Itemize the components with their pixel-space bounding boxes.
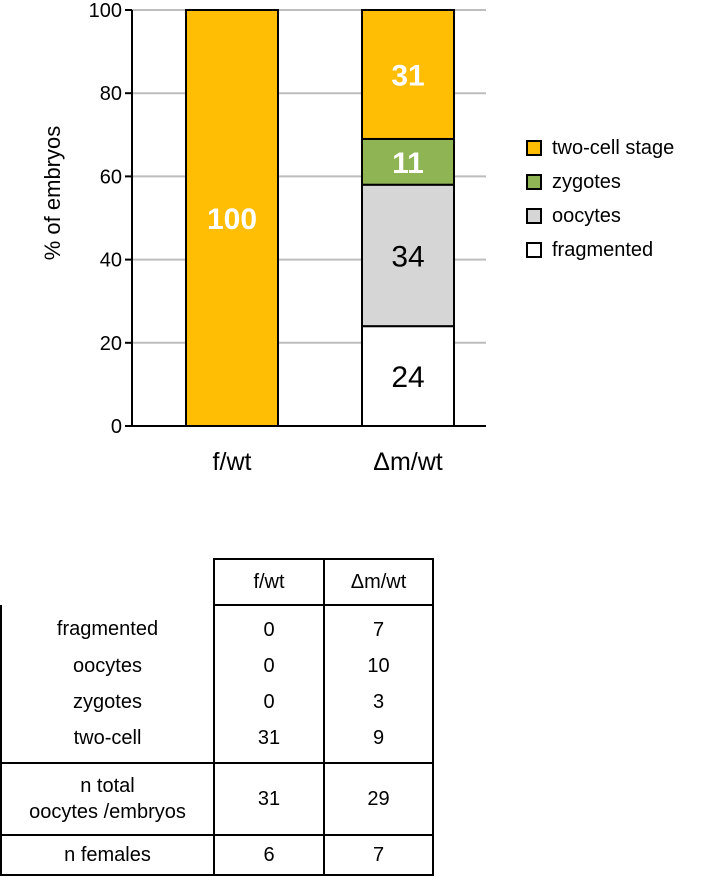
table-cell: 0 [213, 684, 325, 720]
table-cell: 6 [213, 835, 325, 876]
summary-table: f/wt Δm/wt fragmented 0 7 oocytes 0 10 z… [0, 558, 434, 876]
y-tick-label-100: 100 [89, 0, 122, 22]
bars: 100 24 34 11 31 [185, 9, 455, 427]
y-tick-label-20: 20 [100, 333, 122, 355]
legend-item-two-cell-stage: two-cell stage [526, 137, 708, 159]
data-label-f-wt-two-cell-stage: 100 [207, 203, 257, 236]
legend-swatch-oocytes [526, 208, 542, 224]
table-cell: 3 [323, 684, 434, 720]
legend-label-two-cell-stage: two-cell stage [552, 136, 675, 159]
chart-legend: two-cell stage zygotes oocytes fragmente… [526, 137, 708, 273]
table-row-zygotes: zygotes 0 3 [0, 684, 434, 720]
y-tick-label-60: 60 [100, 166, 122, 188]
table-cell: 31 [213, 720, 325, 764]
bar-segment-m-wt-oocytes [361, 183, 455, 328]
legend-swatch-two-cell-stage [526, 140, 542, 156]
x-tick-label-f-wt: f/wt [213, 448, 252, 476]
y-tick-label-0: 0 [111, 416, 122, 438]
table-cell: 7 [323, 605, 434, 648]
legend-item-zygotes: zygotes [526, 171, 708, 193]
legend-label-zygotes: zygotes [552, 170, 621, 193]
y-tick-label-40: 40 [100, 250, 122, 272]
summary-table-container: f/wt Δm/wt fragmented 0 7 oocytes 0 10 z… [0, 558, 434, 876]
table-row-label: n females [0, 835, 215, 876]
table-row-label: fragmented [0, 605, 215, 648]
table-row-females: n females 6 7 [0, 835, 434, 876]
legend-item-fragmented: fragmented [526, 239, 708, 261]
table-header-dmwt: Δm/wt [323, 558, 434, 606]
bar-segment-m-wt-two-cell-stage [361, 9, 455, 140]
table-cell: 31 [213, 763, 325, 836]
table-cell: 29 [323, 763, 434, 836]
legend-label-fragmented: fragmented [552, 238, 654, 261]
table-cell: 0 [213, 605, 325, 648]
y-axis-label: % of embryos [40, 126, 65, 261]
bar-segment-f-wt-two-cell-stage [185, 9, 279, 427]
table-header-row: f/wt Δm/wt [1, 558, 434, 606]
table-row-oocytes: oocytes 0 10 [0, 648, 434, 684]
y-tick-label-80: 80 [100, 83, 122, 105]
total-label-line1: n total [80, 775, 135, 797]
table-row-label: oocytes [0, 648, 215, 684]
table-row-fragmented: fragmented 0 7 [0, 605, 434, 648]
table-row-total: n total oocytes /embryos 31 29 [0, 763, 434, 836]
legend-item-oocytes: oocytes [526, 205, 708, 227]
data-label-m-wt-two-cell-stage: 31 [391, 59, 424, 92]
table-row-label-total: n total oocytes /embryos [0, 763, 215, 836]
table-cell: 7 [323, 835, 434, 876]
data-label-m-wt-fragmented: 24 [391, 361, 424, 394]
legend-label-oocytes: oocytes [552, 204, 621, 227]
data-label-m-wt-oocytes: 34 [391, 240, 424, 273]
legend-swatch-fragmented [526, 242, 542, 258]
data-label-m-wt-zygotes: 11 [392, 147, 424, 180]
table-header-blank [1, 559, 215, 605]
table-row-label: zygotes [0, 684, 215, 720]
table-row-two-cell: two-cell 31 9 [0, 720, 434, 764]
stacked-bar-chart: 100 24 34 11 31 0 20 40 60 80 100 f/wt Δm/wt % of e… [40, 0, 486, 476]
table-cell: 10 [323, 648, 434, 684]
table-cell: 9 [323, 720, 434, 764]
table-row-label: two-cell [0, 720, 215, 764]
table-cell: 0 [213, 648, 325, 684]
axes: 0 20 40 60 80 100 f/wt Δm/wt [89, 0, 486, 476]
bar-segment-m-wt-zygotes [361, 137, 455, 186]
legend-swatch-zygotes [526, 174, 542, 190]
total-label-line2: oocytes /embryos [29, 801, 186, 823]
x-tick-label-m-wt: Δm/wt [373, 448, 443, 476]
table-header-fwt: f/wt [213, 558, 325, 606]
